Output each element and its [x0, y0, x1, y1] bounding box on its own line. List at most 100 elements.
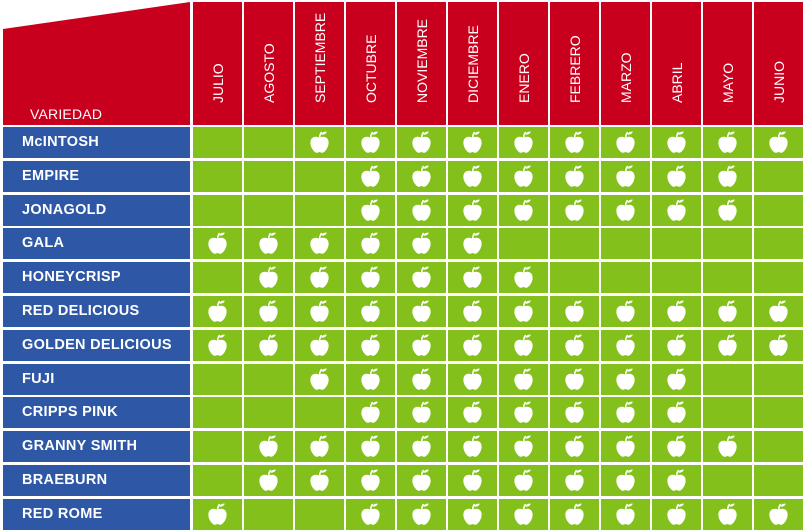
- availability-cell: [448, 194, 497, 226]
- availability-cell: [193, 160, 242, 192]
- availability-cell: [550, 160, 599, 192]
- apple-icon: [359, 468, 382, 498]
- availability-cell: [652, 296, 701, 327]
- availability-cell: [550, 194, 599, 228]
- availability-cell: [601, 160, 650, 192]
- apple-icon: [206, 502, 229, 532]
- availability-cell: [346, 127, 395, 158]
- apple-icon: [461, 434, 484, 464]
- availability-cell: [550, 498, 599, 530]
- month-header-bg: [652, 2, 701, 125]
- availability-cell: [448, 160, 497, 192]
- apple-icon: [257, 468, 280, 498]
- variety-label: CRIPPS PINK: [3, 397, 190, 429]
- apple-icon: [563, 299, 586, 329]
- availability-cell: [346, 194, 395, 226]
- availability-cell: [601, 465, 650, 496]
- month-header: MAYO: [703, 2, 752, 125]
- apple-icon: [614, 502, 637, 532]
- availability-cell: [652, 127, 701, 158]
- availability-cell: [754, 127, 803, 158]
- month-label: ABRIL: [668, 62, 685, 103]
- availability-cell: [703, 397, 752, 429]
- apple-icon: [359, 164, 382, 194]
- month-header-bg: [448, 2, 497, 125]
- apple-icon: [359, 333, 382, 363]
- apple-icon: [614, 400, 637, 430]
- apple-icon: [563, 468, 586, 498]
- apple-icon: [665, 299, 688, 329]
- availability-cell: [346, 431, 395, 463]
- apple-icon: [716, 198, 739, 228]
- apple-icon: [461, 299, 484, 329]
- apple-icon: [716, 502, 739, 532]
- availability-cell: [346, 363, 395, 395]
- availability-cell: [703, 228, 752, 260]
- availability-cell: [346, 329, 395, 363]
- apple-icon: [563, 198, 586, 228]
- apple-icon: [512, 299, 535, 329]
- apple-icon: [614, 198, 637, 228]
- apple-icon: [206, 333, 229, 363]
- apple-icon: [410, 502, 433, 532]
- availability-cell: [652, 262, 701, 294]
- apple-icon: [410, 164, 433, 194]
- month-label: NOVIEMBRE: [413, 18, 430, 103]
- availability-cell: [499, 262, 548, 294]
- availability-cell: [601, 262, 650, 294]
- apple-icon: [410, 333, 433, 363]
- month-header: MARZO: [601, 2, 650, 125]
- availability-cell: [652, 329, 701, 363]
- availability-cell: [499, 228, 548, 260]
- availability-cell: [754, 329, 803, 361]
- availability-cell: [652, 431, 701, 463]
- apple-icon: [410, 299, 433, 329]
- month-header-bg: [193, 2, 242, 125]
- availability-cell: [244, 228, 293, 260]
- availability-cell: [193, 498, 242, 532]
- apple-icon: [206, 231, 229, 261]
- apple-icon: [767, 299, 790, 329]
- apple-icon: [767, 502, 790, 532]
- availability-cell: [448, 465, 497, 496]
- apple-icon: [512, 502, 535, 532]
- apple-icon: [716, 164, 739, 194]
- availability-cell: [397, 329, 446, 363]
- availability-cell: [499, 397, 548, 429]
- availability-cell: [193, 363, 242, 395]
- availability-cell: [295, 262, 344, 294]
- availability-cell: [550, 465, 599, 496]
- apple-icon: [614, 434, 637, 464]
- apple-icon: [665, 333, 688, 363]
- apple-icon: [563, 130, 586, 160]
- availability-cell: [499, 194, 548, 226]
- availability-cell: [652, 363, 701, 395]
- availability-cell: [295, 363, 344, 395]
- availability-cell: [499, 498, 548, 532]
- apple-icon: [614, 299, 637, 329]
- availability-cell: [601, 431, 650, 464]
- availability-cell: [397, 431, 446, 463]
- availability-cell: [193, 262, 242, 294]
- availability-cell: [550, 397, 599, 429]
- apple-icon: [257, 333, 280, 363]
- month-header-bg: [346, 2, 395, 125]
- apple-icon: [461, 333, 484, 363]
- availability-cell: [295, 160, 344, 192]
- availability-cell: [346, 262, 395, 294]
- apple-icon: [257, 434, 280, 464]
- month-label: MAYO: [719, 62, 736, 103]
- availability-cell: [295, 194, 344, 226]
- variety-label: RED DELICIOUS: [3, 296, 190, 327]
- month-label: OCTUBRE: [362, 34, 379, 103]
- apple-icon: [512, 333, 535, 363]
- month-label: ENERO: [515, 53, 532, 103]
- availability-cell: [754, 397, 803, 429]
- availability-cell: [703, 262, 752, 294]
- apple-icon: [614, 333, 637, 363]
- availability-cell: [397, 228, 446, 260]
- month-header: NOVIEMBRE: [397, 2, 446, 125]
- availability-cell: [295, 498, 344, 530]
- variety-label: EMPIRE: [3, 160, 190, 192]
- month-label: SEPTIEMBRE: [311, 12, 328, 103]
